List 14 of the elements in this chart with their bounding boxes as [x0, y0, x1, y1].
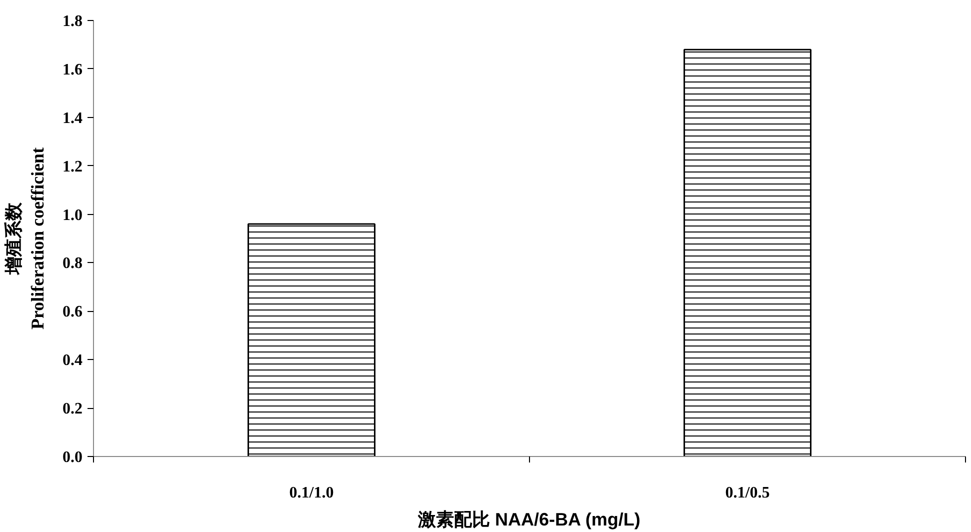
y-tick-label: 1.4	[62, 110, 82, 127]
y-tick-label: 0.6	[62, 304, 82, 321]
y-axis-title: 增殖系数 Proliferation coefficient	[4, 147, 48, 330]
y-tick-label: 1.2	[62, 158, 82, 176]
y-tick-label: 0.2	[62, 400, 82, 418]
y-tick-label: 0.0	[62, 449, 82, 466]
x-axis-title: 激素配比 NAA/6-BA (mg/L)	[417, 510, 640, 530]
x-tick-label: 0.1/0.5	[725, 484, 770, 502]
x-tick-label: 0.1/1.0	[289, 484, 334, 502]
y-tick-label: 1.0	[62, 206, 82, 224]
y-tick-label: 0.8	[62, 255, 82, 272]
y-tick-label: 1.8	[62, 13, 82, 30]
y-tick-label: 1.6	[62, 61, 82, 78]
y-tick-label: 0.4	[62, 352, 82, 370]
